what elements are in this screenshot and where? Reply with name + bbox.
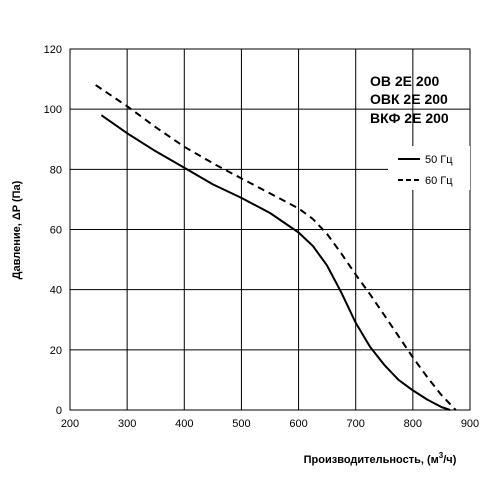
x-axis-title-sup: 3 [439,451,444,460]
x-tick-label: 200 [61,418,79,430]
x-axis-title-tail: /ч) [443,454,456,466]
legend-label-1: 50 Гц [425,154,453,166]
y-tick-label: 0 [56,405,62,417]
x-tick-label: 500 [232,418,250,430]
x-tick-labels: 200 300 400 500 600 700 800 900 [61,418,479,430]
legend-background [388,146,470,190]
y-tick-labels: 0 20 40 60 80 100 120 [44,44,62,417]
series-lines [95,84,457,411]
x-tick-label: 600 [289,418,307,430]
y-tick-label: 120 [44,44,62,56]
y-tick-label: 60 [50,225,62,237]
series-line-1 [100,114,451,411]
x-axis-title: Производительность, (м3/ч) [304,451,457,466]
y-tick-label: 80 [50,164,62,176]
x-tick-label: 800 [404,418,422,430]
model-label-1: ОВ 2Е 200 [370,73,439,89]
y-tick-label: 40 [50,285,62,297]
y-tick-label: 20 [50,345,62,357]
x-tick-label: 300 [118,418,136,430]
y-tick-label: 100 [44,104,62,116]
model-label-2: ОВК 2Е 200 [370,91,448,107]
x-tick-label: 700 [347,418,365,430]
x-axis-title-main: Производительность, (м [304,454,439,466]
model-label-3: ВКФ 2Е 200 [370,110,449,126]
legend-label-2: 60 Гц [425,175,453,187]
y-axis-title: Давление, ΔP (Па) [11,180,23,279]
x-tick-label: 900 [461,418,479,430]
series-line-2 [95,84,457,411]
x-tick-label: 400 [175,418,193,430]
legend: 50 Гц 60 Гц [388,146,470,190]
